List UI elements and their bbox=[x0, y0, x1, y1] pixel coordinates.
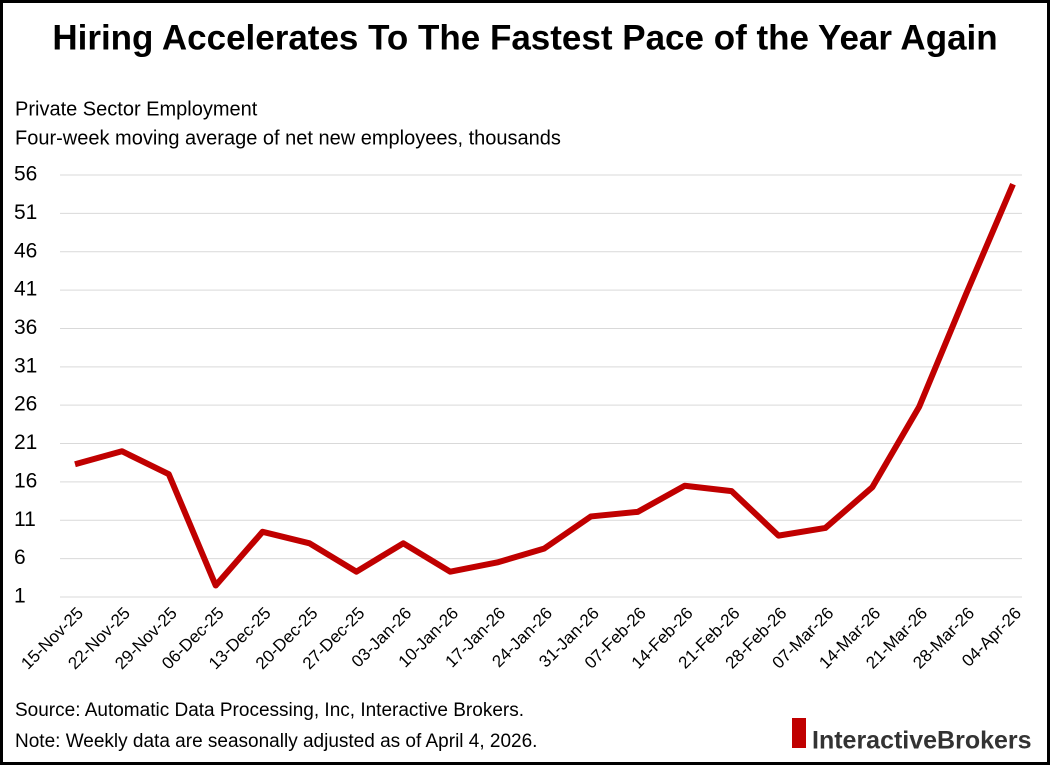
y-tick-label: 56 bbox=[14, 163, 37, 186]
y-tick-label: 1 bbox=[14, 585, 26, 608]
y-tick-label: 31 bbox=[14, 354, 37, 377]
source: Source: Automatic Data Processing, Inc, … bbox=[15, 700, 524, 721]
y-tick-label: 21 bbox=[14, 431, 37, 454]
y-tick-label: 16 bbox=[14, 469, 37, 492]
subtitle: Private Sector Employment bbox=[15, 98, 258, 120]
y-axis-label: Four-week moving average of net new empl… bbox=[15, 127, 561, 149]
brand-logo: InteractiveBrokers bbox=[812, 727, 1032, 755]
y-tick-label: 6 bbox=[14, 546, 26, 569]
brand-icon bbox=[792, 718, 806, 748]
y-tick-label: 41 bbox=[14, 278, 37, 301]
y-tick-label: 46 bbox=[14, 239, 37, 262]
y-tick-label: 36 bbox=[14, 316, 37, 339]
y-tick-label: 26 bbox=[14, 393, 37, 416]
y-tick-label: 51 bbox=[14, 201, 37, 224]
chart-title: Hiring Accelerates To The Fastest Pace o… bbox=[52, 18, 997, 57]
note: Note: Weekly data are seasonally adjuste… bbox=[15, 731, 537, 752]
y-tick-label: 11 bbox=[14, 508, 36, 531]
data-line bbox=[74, 183, 1016, 589]
